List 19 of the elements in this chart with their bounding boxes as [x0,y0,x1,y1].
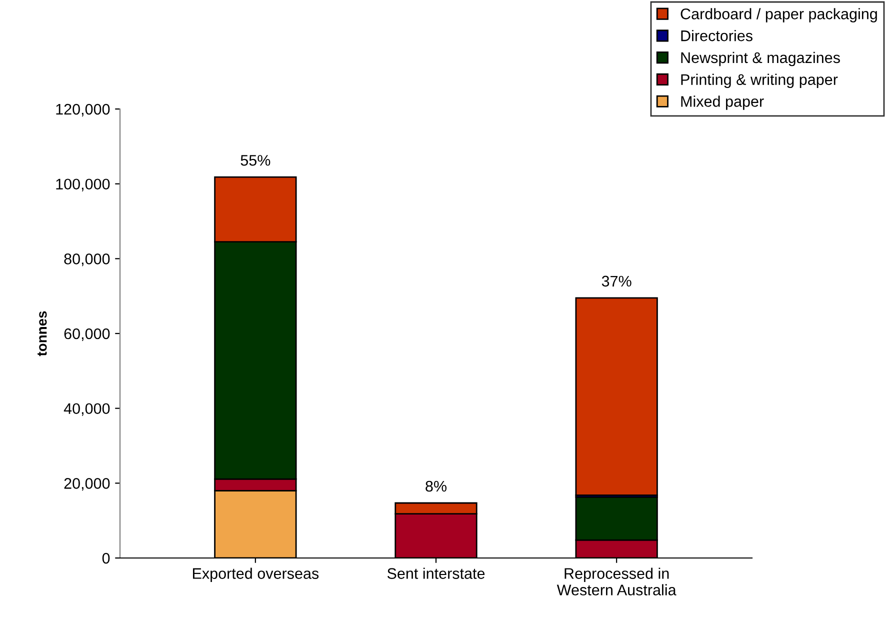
annotation: 37% [602,276,632,287]
annotation: 8% [426,480,446,492]
y-tick-label: 100,000 [56,178,110,192]
legend-label: Directories [681,30,752,42]
legend-label: Printing & writing paper [681,74,838,88]
y-axis-title: tonnes [38,311,47,356]
legend-label: Mixed paper [681,96,764,110]
y-tick-label: 120,000 [56,104,110,116]
legend-label: Newsprint & magazines [681,52,840,66]
y-tick-label: 20,000 [64,478,110,491]
y-tick-label: 60,000 [64,328,110,341]
annotation: 55% [240,154,270,166]
x-tick-label: Sent interstate [387,568,485,579]
y-tick-label: 0 [102,552,110,564]
x-tick-label: Exported overseas [192,568,319,582]
legend-label: Cardboard / paper packaging [680,8,877,22]
x-tick-label: Reprocessed in Western Australia [556,568,676,596]
y-tick-label: 40,000 [64,403,110,416]
y-tick-label: 80,000 [64,254,110,266]
